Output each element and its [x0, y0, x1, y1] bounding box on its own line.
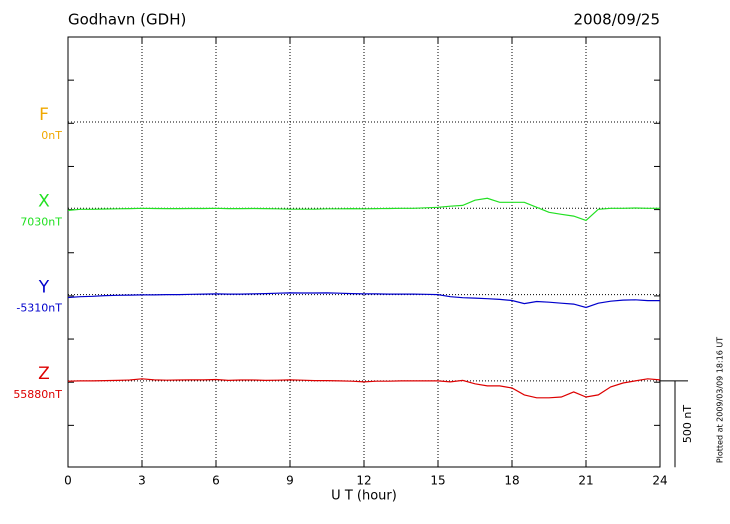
series-name: F	[39, 105, 49, 125]
series-name: Z	[38, 364, 50, 384]
x-tick-label: 0	[64, 474, 72, 488]
x-tick-label: 3	[138, 474, 146, 488]
series-offset: 0nT	[41, 129, 62, 142]
chart-title: Godhavn (GDH)	[68, 11, 186, 29]
series-offset: 55880nT	[13, 388, 62, 401]
x-tick-label: 6	[212, 474, 220, 488]
series-offset: -5310nT	[16, 302, 62, 315]
footnote: Plotted at 2009/03/09 18:16 UT	[716, 337, 725, 463]
chart-date: 2008/09/25	[574, 11, 660, 29]
x-tick-label: 12	[356, 474, 371, 488]
trace-line	[67, 292, 660, 309]
x-axis-label: U T (hour)	[331, 489, 397, 504]
x-tick-label: 24	[652, 474, 667, 488]
trace-line	[67, 378, 661, 399]
plot-frame	[67, 36, 661, 468]
x-tick-label: 21	[578, 474, 593, 488]
trace-line	[67, 197, 660, 222]
x-tick-label: 18	[504, 474, 519, 488]
series-name: X	[38, 191, 50, 211]
scale-bar-label: 500 nT	[681, 405, 694, 443]
series-offset: 7030nT	[20, 215, 62, 228]
x-tick-label: 9	[286, 474, 294, 488]
series-name: Y	[38, 278, 50, 298]
x-tick-label: 15	[430, 474, 445, 488]
